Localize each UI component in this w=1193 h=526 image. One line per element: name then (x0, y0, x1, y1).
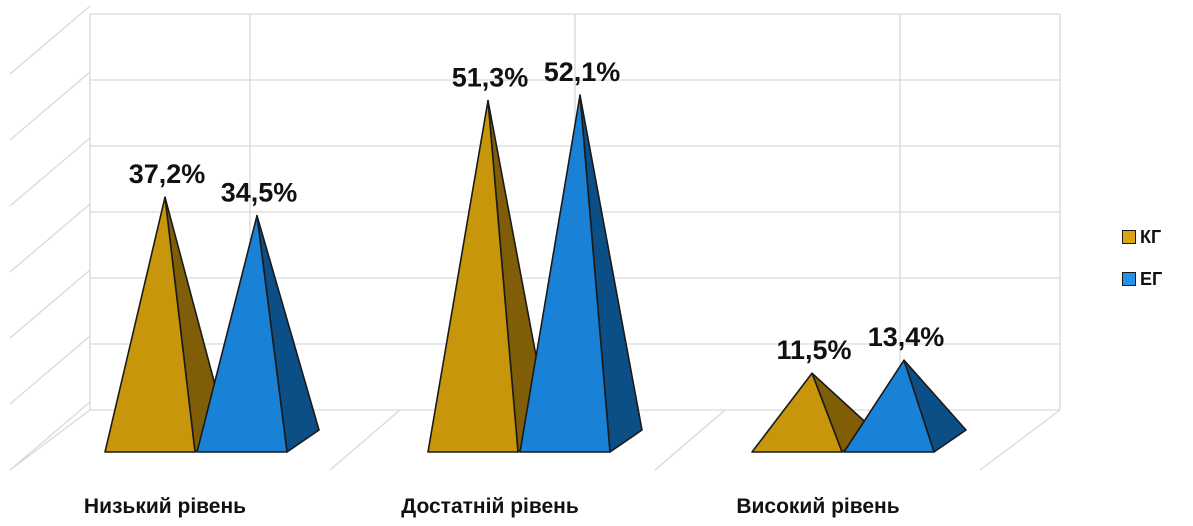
chart-legend: КГ ЕГ (1122, 222, 1162, 306)
pyramid-eg-1 (196, 214, 320, 453)
pyramid-eg-3 (843, 359, 967, 453)
gridline-side (9, 203, 91, 273)
pyramid-front-face (751, 372, 843, 453)
gridline-side (9, 137, 91, 207)
floor-line (979, 409, 1061, 471)
pyramid-eg-2 (519, 94, 643, 453)
pyramid-front-face (427, 99, 519, 453)
value-label-kg-2: 51,3% (452, 63, 529, 93)
legend-label-kg: КГ (1140, 226, 1162, 247)
value-label-kg-3: 11,5% (776, 335, 851, 365)
legend-swatch-kg (1122, 230, 1136, 244)
gridline-side (9, 401, 91, 471)
floor-line (329, 409, 401, 471)
pyramid-front-face (104, 196, 196, 453)
value-label-eg-3: 13,4% (868, 322, 945, 352)
floor-line (9, 409, 91, 471)
gridline-side (9, 269, 91, 339)
chart-category-labels: Низький рівень Достатній рівень Високий рі… (84, 495, 900, 518)
category-label-1: Низький рівень (84, 495, 246, 518)
value-label-kg-1: 37,2% (129, 159, 206, 189)
gridline-side (9, 5, 91, 75)
gridline-side (9, 335, 91, 405)
category-label-2: Достатній рівень (401, 495, 579, 518)
category-label-3: Високий рівень (736, 495, 899, 518)
pyramid-kg-1 (104, 196, 228, 453)
pyramid-front-face (196, 214, 288, 453)
chart-pyramids (104, 94, 967, 453)
legend-item-eg: ЕГ (1122, 264, 1162, 294)
pyramid-front-face (843, 359, 935, 453)
legend-item-kg: КГ (1122, 222, 1162, 252)
legend-swatch-eg (1122, 272, 1136, 286)
floor-line (654, 409, 726, 471)
gridline-side (9, 71, 91, 141)
chart-value-labels: 37,2% 34,5% 51,3% 52,1% 11,5% 13,4% (129, 57, 945, 365)
pyramid-front-face (519, 94, 611, 453)
value-label-eg-1: 34,5% (221, 178, 298, 208)
value-label-eg-2: 52,1% (544, 57, 621, 87)
legend-label-eg: ЕГ (1140, 268, 1163, 289)
